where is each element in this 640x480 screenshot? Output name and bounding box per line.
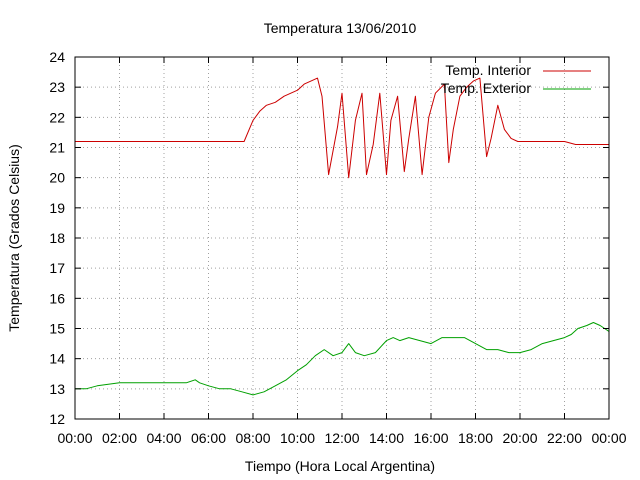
y-tick-label: 22 <box>49 109 65 125</box>
y-tick-label: 14 <box>49 351 65 367</box>
y-tick-label: 16 <box>49 290 65 306</box>
x-tick-label: 14:00 <box>369 430 404 446</box>
y-tick-label: 12 <box>49 411 65 427</box>
x-tick-label: 20:00 <box>502 430 537 446</box>
legend: Temp. Interior Temp. Exterior <box>441 62 591 96</box>
series-line-interior <box>75 77 609 179</box>
series-lines <box>75 77 610 396</box>
y-tick-label: 21 <box>49 140 65 156</box>
x-tick-label: 10:00 <box>280 430 315 446</box>
x-axis-tick-labels: 00:00 02:00 04:00 06:00 08:00 10:00 12:00 14:00… <box>57 430 626 446</box>
x-tick-label: 02:00 <box>102 430 137 446</box>
x-tick-label: 04:00 <box>146 430 181 446</box>
x-tick-label: 00:00 <box>57 430 92 446</box>
y-tick-label: 17 <box>49 260 65 276</box>
x-tick-label: 16:00 <box>413 430 448 446</box>
x-tick-label: 22:00 <box>547 430 582 446</box>
y-axis-label: Temperatura (Grados Celsius) <box>6 144 22 332</box>
x-tick-label: 08:00 <box>235 430 270 446</box>
x-tick-label: 18:00 <box>458 430 493 446</box>
y-tick-label: 13 <box>49 381 65 397</box>
y-tick-label: 20 <box>49 170 65 186</box>
chart-title: Temperatura 13/06/2010 <box>264 20 417 36</box>
x-tick-label: 12:00 <box>324 430 359 446</box>
y-tick-label: 19 <box>49 200 65 216</box>
x-tick-label: 00:00 <box>591 430 626 446</box>
series-line-exterior <box>75 322 610 396</box>
axis-ticks <box>74 56 610 420</box>
y-tick-label: 24 <box>49 49 65 65</box>
grid-lines <box>75 57 609 419</box>
legend-label-exterior: Temp. Exterior <box>441 80 532 96</box>
x-axis-label: Tiempo (Hora Local Argentina) <box>245 458 435 474</box>
legend-item-exterior: Temp. Exterior <box>441 80 591 96</box>
y-axis-tick-labels: 12 13 14 15 16 17 18 19 20 21 22 23 24 <box>49 49 65 427</box>
y-tick-label: 23 <box>49 79 65 95</box>
legend-label-interior: Temp. Interior <box>445 62 531 78</box>
y-tick-label: 18 <box>49 230 65 246</box>
y-tick-label: 15 <box>49 321 65 337</box>
legend-item-interior: Temp. Interior <box>445 62 591 78</box>
x-tick-label: 06:00 <box>191 430 226 446</box>
